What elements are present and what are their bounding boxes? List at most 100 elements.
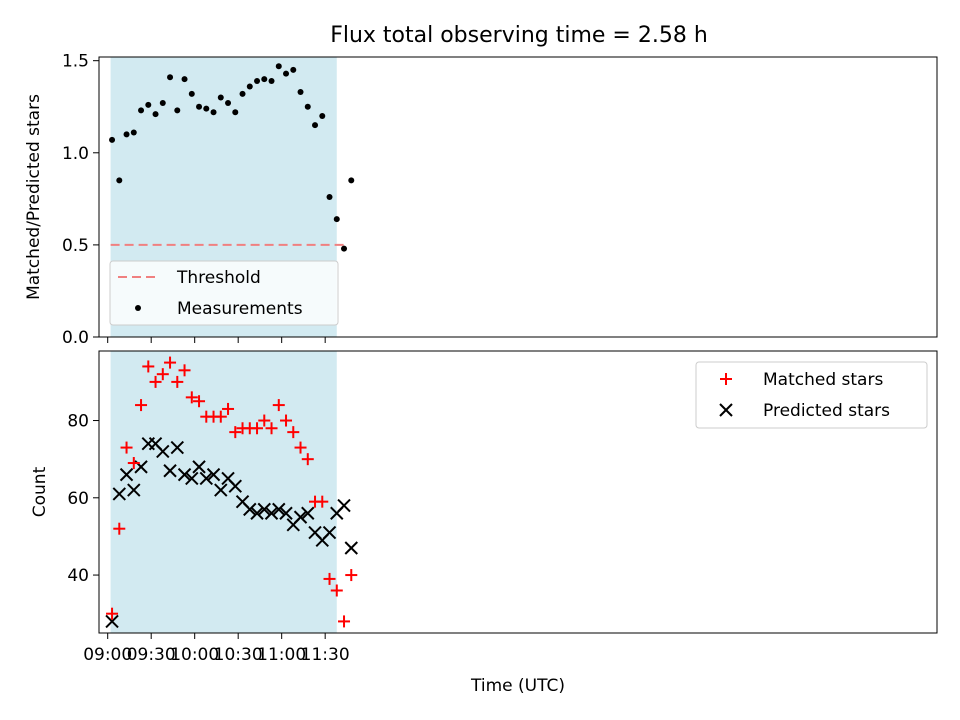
measurement-point — [159, 100, 166, 107]
predicted-star-point — [163, 464, 177, 478]
predicted-star-point — [243, 502, 257, 517]
legend-predicted-swatch — [719, 403, 733, 417]
y-tick-label: 1.5 — [62, 52, 89, 72]
legend-label-measurements: Measurements — [177, 299, 303, 319]
matched-star-point — [178, 364, 191, 377]
measurement-point — [239, 90, 246, 97]
x-tick-label: 11:30 — [301, 645, 350, 665]
measurement-point — [232, 109, 239, 116]
measurement-point — [130, 129, 137, 136]
top-legend: Threshold Measurements — [109, 260, 339, 326]
measurement-point — [225, 100, 232, 107]
marker-stroke — [105, 614, 119, 629]
matched-star-point — [338, 615, 351, 628]
marker-stroke — [119, 467, 134, 482]
measurement-point — [152, 111, 159, 118]
marker-stroke — [322, 525, 337, 540]
y-tick-label: 60 — [67, 489, 89, 509]
measurement-point — [319, 112, 326, 119]
marker-stroke — [279, 506, 293, 520]
marker-stroke — [170, 440, 184, 455]
matched-star-point — [222, 402, 235, 415]
predicted-star-point — [293, 510, 308, 524]
legend-label-predicted: Predicted stars — [763, 401, 890, 421]
legend-measurement-swatch — [135, 305, 141, 311]
marker-stroke — [214, 483, 228, 497]
bottom-axes-frame — [98, 350, 938, 634]
matched-star-point — [127, 457, 140, 470]
matched-star-point — [330, 584, 343, 597]
measurement-point — [217, 94, 224, 101]
predicted-star-point — [228, 479, 242, 493]
marker-stroke — [293, 510, 308, 524]
matched-star-point — [316, 495, 329, 508]
x-tick-label: 09:00 — [83, 645, 132, 665]
y-axis-label: Count — [30, 466, 50, 517]
x-axis-label: Time (UTC) — [470, 676, 565, 696]
y-tick-label: 0.0 — [62, 328, 89, 348]
measurement-point — [348, 177, 355, 184]
matched-star-point — [120, 441, 133, 454]
matched-star-point — [193, 395, 206, 408]
matched-star-point — [149, 375, 162, 388]
measurement-point — [290, 66, 297, 73]
bottom-panel: 40 60 80 Count 09:0009:3010:0010:3011:0011:3… — [30, 350, 938, 696]
marker-stroke — [308, 525, 322, 540]
measurement-point — [341, 245, 348, 252]
top-panel: 0.0 0.5 1.0 1.5 Matched/Predicted stars Thres… — [24, 52, 938, 348]
predicted-star-point — [257, 502, 271, 517]
measurement-point — [254, 77, 261, 84]
predicted-star-point — [344, 541, 358, 555]
predicted-star-point — [199, 471, 213, 486]
top-axes-frame — [98, 56, 938, 338]
x-tick-label: 09:30 — [127, 645, 176, 665]
marker-stroke — [185, 471, 199, 486]
measurement-point — [326, 194, 333, 200]
matched-star-point — [164, 356, 177, 369]
legend-box — [695, 361, 928, 429]
predicted-star-point — [112, 487, 127, 501]
y-tick-label: 40 — [67, 566, 89, 586]
x-tick-label: 11:00 — [257, 645, 306, 665]
marker-stroke — [199, 471, 213, 486]
x-tick-label: 10:30 — [214, 645, 263, 665]
marker-stroke — [134, 460, 148, 474]
matched-star-point — [106, 607, 119, 620]
measurement-point — [116, 177, 123, 184]
predicted-star-point — [185, 471, 199, 486]
measurement-point — [210, 109, 217, 116]
predicted-star-point — [119, 467, 134, 482]
measurement-point — [109, 136, 116, 143]
matched-star-point — [142, 360, 155, 373]
predicted-star-point — [301, 506, 315, 520]
predicted-star-point — [156, 444, 170, 459]
matched-star-point — [272, 399, 285, 412]
predicted-star-point — [206, 467, 221, 482]
marker-stroke — [156, 444, 170, 459]
measurement-point — [275, 63, 282, 70]
marker-stroke — [272, 502, 286, 517]
measurement-point — [297, 89, 304, 95]
matched-star-point — [294, 441, 307, 454]
legend-label-threshold: Threshold — [176, 268, 261, 288]
measurement-point — [167, 74, 174, 81]
marker-stroke — [264, 506, 279, 520]
measurement-point — [138, 107, 145, 114]
measurement-point — [181, 76, 188, 83]
y-tick-label: 80 — [67, 412, 89, 432]
y-axis-label: Matched/Predicted stars — [24, 94, 44, 300]
y-tick-label: 1.0 — [62, 144, 89, 164]
matched-star-point — [185, 391, 198, 404]
measurement-point — [261, 76, 268, 83]
measurement-point — [145, 101, 152, 108]
matched-star-point — [229, 426, 242, 439]
predicted-star-point — [170, 440, 184, 455]
matched-star-point — [258, 414, 271, 427]
marker-stroke — [112, 487, 127, 501]
marker-stroke — [127, 483, 141, 497]
marker-stroke — [250, 506, 264, 520]
marker-stroke — [243, 502, 257, 517]
measurement-point — [333, 216, 340, 223]
measurement-point — [123, 131, 130, 138]
marker-stroke — [221, 471, 235, 486]
